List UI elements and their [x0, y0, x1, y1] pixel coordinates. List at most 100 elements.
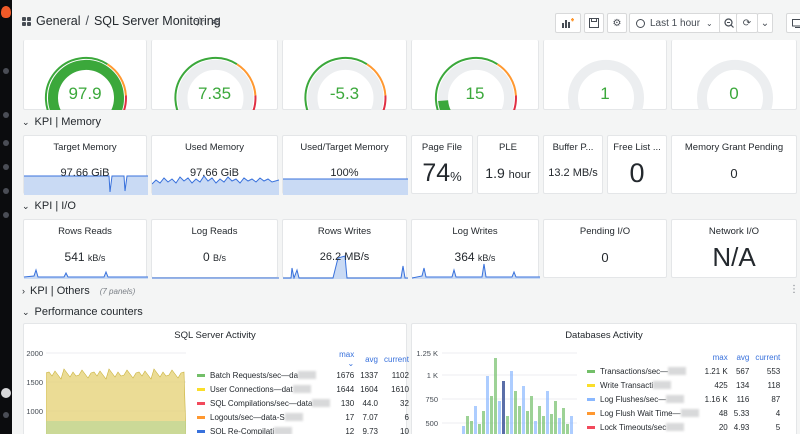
stat-unit: hour [508, 169, 531, 181]
drag-handle-icon[interactable]: ⋮⋮ [789, 284, 800, 295]
stat-number: 541 [64, 250, 85, 264]
chevron-down-icon: ⌄ [22, 307, 30, 317]
panel-gauge[interactable]: 97.9 [23, 40, 147, 110]
gauge-value: 97.9 [68, 84, 102, 103]
panel-title: Used Memory [184, 142, 245, 153]
gauge-value: 1 [600, 84, 610, 103]
panel-free-list[interactable]: Free List ... 0 [607, 135, 667, 194]
panel-network-io[interactable]: Network I/O N/A [671, 219, 797, 278]
legend-header-current[interactable]: current [384, 354, 409, 364]
refresh-icon: ⟳ [742, 17, 752, 29]
panel-used-memory[interactable]: Used Memory 97.66 GiB [151, 135, 279, 195]
legend-header-current[interactable]: current [755, 352, 781, 362]
row-kpi-io[interactable]: ⌄ KPI | I/O [22, 200, 76, 212]
panel-gauge[interactable]: -5.3 [282, 40, 407, 110]
stat-value: 0 [629, 158, 645, 188]
panel-gauge[interactable]: 15 [411, 40, 539, 110]
time-range-picker[interactable]: Last 1 hour ⌄ [629, 13, 721, 33]
series-color-swatch [197, 401, 205, 405]
legend-row[interactable]: Batch Requests/sec—da 1676 1337 1102 [194, 368, 412, 382]
alerting-icon[interactable] [3, 164, 9, 170]
save-dashboard-button[interactable] [584, 13, 604, 33]
stat-value: 1.9 hour [478, 165, 538, 181]
panel-databases-activity[interactable]: Databases Activity 1.25 K 1 K 750 500 ma… [411, 323, 797, 434]
panel-pending-io[interactable]: Pending I/O 0 [543, 219, 667, 278]
y-tick: 1.25 K [416, 349, 438, 358]
panel-title: Target Memory [53, 142, 117, 153]
dashboard-settings-button[interactable]: ⚙ [607, 13, 627, 33]
graph-bar [498, 401, 501, 434]
graph-bar [570, 416, 573, 434]
stat-unit: kB/s [477, 253, 496, 263]
stat-unit: kB/s [87, 253, 106, 263]
panel-title: Rows Writes [317, 226, 372, 237]
panel-title: Page File [421, 142, 463, 153]
gauge-value: 0 [729, 84, 739, 103]
explore-icon[interactable] [3, 140, 9, 146]
databases-activity-graph [442, 352, 577, 434]
panel-sql-server-activity[interactable]: SQL Server Activity 2000 1500 1000 max ⌄… [23, 323, 409, 434]
panel-rows-reads[interactable]: Rows Reads 541 kB/s [23, 219, 148, 279]
row-performance-counters[interactable]: ⌄ Performance counters [22, 306, 143, 318]
panel-buffer[interactable]: Buffer P... 13.2 MB/s [543, 135, 603, 194]
search-icon[interactable] [3, 68, 9, 74]
panel-gauge[interactable]: 0 [671, 40, 797, 110]
panel-target-memory[interactable]: Target Memory 97.66 GiB [23, 135, 148, 195]
legend-row[interactable]: Log Flushes/sec— 1.16 K 116 87 [584, 392, 783, 406]
graph-bar [550, 414, 553, 434]
panel-used-target-memory[interactable]: Used/Target Memory 100% [282, 135, 408, 195]
sparkline [152, 175, 279, 195]
apps-grid-icon [22, 17, 31, 26]
dashboard-navbar: General / SQL Server Monitoring ☆ ⋞ ⚙ Last… [12, 0, 800, 42]
avatar[interactable] [1, 388, 11, 398]
panel-log-writes[interactable]: Log Writes 364 kB/s [411, 219, 540, 279]
panel-log-reads[interactable]: Log Reads 0 B/s [151, 219, 279, 279]
dashboards-icon[interactable] [3, 112, 9, 118]
row-title: KPI | Memory [34, 116, 101, 128]
sparkline [412, 263, 540, 279]
admin-icon[interactable] [3, 212, 9, 218]
legend-row[interactable]: Log Flush Wait Time— 48 5.33 4 [584, 406, 783, 420]
add-panel-button[interactable] [555, 13, 581, 33]
legend-row[interactable]: SQL Re-Compilati 12 9.73 10 [194, 424, 412, 434]
graph-bar [474, 406, 477, 434]
legend-header-avg[interactable]: avg [365, 354, 379, 364]
y-tick: 500 [425, 419, 438, 428]
legend-row[interactable]: Write Transacti 425 134 118 [584, 378, 783, 392]
graph-bar [470, 421, 473, 434]
legend-row[interactable]: Transactions/sec— 1.21 K 567 553 [584, 364, 783, 378]
dashboard-title[interactable]: SQL Server Monitoring [93, 14, 221, 28]
chevron-down-icon: ⌄ [760, 17, 770, 29]
legend-header-avg[interactable]: avg [736, 352, 750, 362]
graph-bar [558, 418, 561, 434]
panel-page-file[interactable]: Page File 74% [411, 135, 473, 194]
gear-icon: ⚙ [612, 17, 622, 29]
panel-rows-writes[interactable]: Rows Writes 26.2 MB/s [282, 219, 408, 279]
legend-header-max[interactable]: max ⌄ [339, 350, 355, 368]
legend-row[interactable]: Lock Timeouts/sec 20 4.93 5 [584, 420, 783, 434]
row-kpi-memory[interactable]: ⌄ KPI | Memory [22, 116, 101, 128]
panel-ple[interactable]: PLE 1.9 hour [477, 135, 539, 194]
legend-header-max[interactable]: max [712, 352, 728, 362]
refresh-button[interactable]: ⟳ [736, 13, 758, 33]
panel-gauge[interactable]: 7.35 [151, 40, 278, 110]
panel-gauge[interactable]: 1 [543, 40, 667, 110]
breadcrumb: General / SQL Server Monitoring [36, 14, 221, 28]
stat-value: 13.2 MB/s [548, 167, 598, 179]
legend-row[interactable]: SQL Compilations/sec—data 130 44.0 32 [194, 396, 412, 410]
refresh-interval-dropdown[interactable]: ⌄ [757, 13, 773, 33]
stat-value: 74% [412, 159, 472, 188]
grafana-logo-icon[interactable] [1, 6, 11, 18]
breadcrumb-folder[interactable]: General [36, 14, 81, 28]
legend-row[interactable]: Logouts/sec—data-S 17 7.07 6 [194, 410, 412, 424]
graph-bar [542, 416, 545, 434]
panel-memory-grant-pending[interactable]: Memory Grant Pending 0 [671, 135, 797, 194]
star-icon[interactable]: ☆ [194, 14, 206, 29]
share-icon[interactable]: ⋞ [211, 14, 222, 28]
row-kpi-others[interactable]: › KPI | Others (7 panels) [22, 285, 135, 297]
legend-row[interactable]: User Connections—dat 1644 1604 1610 [194, 382, 412, 396]
configuration-icon[interactable] [3, 188, 9, 194]
tv-mode-button[interactable] [786, 13, 800, 33]
help-icon[interactable] [3, 412, 9, 418]
stat-number: 1.9 [485, 165, 505, 181]
